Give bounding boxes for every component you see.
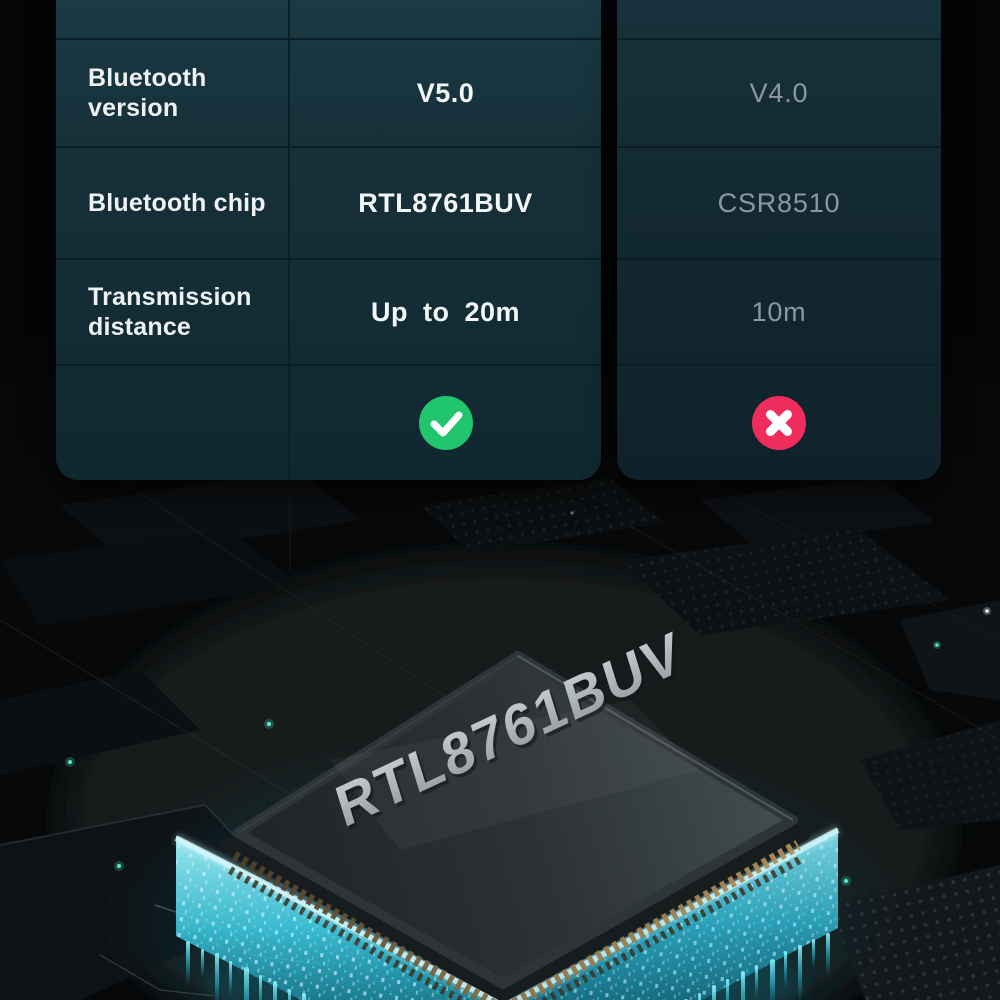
product-comparison-panel: Bluetooth version V5.0 Bluetooth chip RT… — [56, 0, 601, 480]
feature-label: Transmission distance — [56, 258, 288, 364]
competitor-value: V4.0 — [617, 38, 941, 146]
glow-drips — [186, 933, 830, 1000]
feature-label: Bluetooth chip — [56, 146, 288, 258]
competitor-verdict-cell — [617, 364, 941, 480]
chip-lid-rim-light — [517, 655, 794, 821]
verdict-spacer — [56, 364, 288, 480]
chip-lid-sheen — [330, 700, 700, 850]
chip-3d-render: RTL8761BUV RTL8761BUV — [100, 619, 900, 1000]
header-spacer — [617, 0, 941, 38]
feature-label: Bluetooth version — [56, 38, 288, 146]
product-value: Up to 20m — [288, 258, 601, 364]
cross-circle-icon — [752, 396, 806, 450]
chip-pins — [228, 840, 805, 1000]
chip-lid-rim — [237, 655, 519, 834]
check-circle-icon — [418, 396, 473, 450]
header-spacer — [56, 0, 288, 38]
product-value: RTL8761BUV — [288, 146, 601, 258]
header-spacer — [288, 0, 601, 38]
product-verdict-cell — [288, 364, 601, 480]
competitor-comparison-panel: V4.0 CSR8510 10m — [617, 0, 941, 480]
product-value: V5.0 — [288, 38, 601, 146]
competitor-value: 10m — [617, 258, 941, 364]
competitor-value: CSR8510 — [617, 146, 941, 258]
